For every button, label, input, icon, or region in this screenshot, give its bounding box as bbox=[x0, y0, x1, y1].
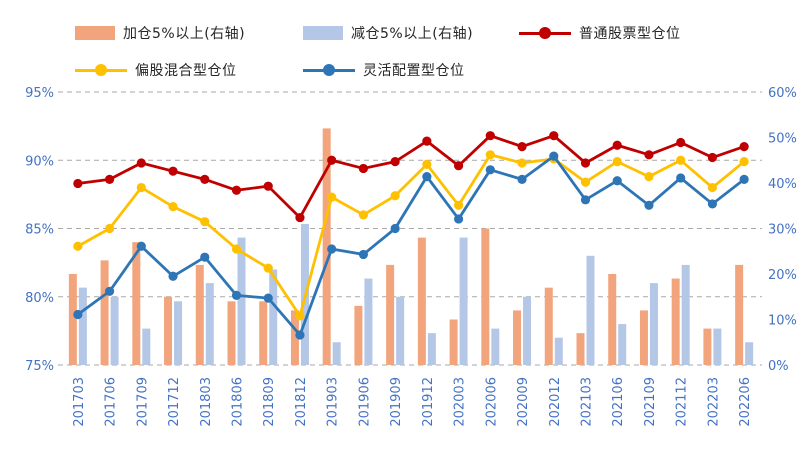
legend-label: 普通股票型仓位 bbox=[579, 26, 681, 42]
svg-text:202206: 202206 bbox=[738, 377, 753, 427]
svg-text:201709: 201709 bbox=[135, 377, 150, 427]
equity-hybrid-line-swatch bbox=[75, 63, 127, 77]
svg-text:201903: 201903 bbox=[326, 377, 341, 427]
svg-text:201912: 201912 bbox=[421, 377, 436, 427]
svg-text:202103: 202103 bbox=[580, 377, 595, 427]
svg-text:201812: 201812 bbox=[294, 377, 309, 427]
svg-text:202106: 202106 bbox=[611, 377, 626, 427]
svg-text:90%: 90% bbox=[25, 154, 54, 169]
legend-item-increase-5pct: 加仓5%以上(右轴) bbox=[75, 25, 246, 42]
svg-text:202109: 202109 bbox=[643, 377, 658, 427]
common-stock-line-swatch bbox=[519, 26, 571, 40]
legend-item-decrease-5pct: 减仓5%以上(右轴) bbox=[303, 25, 474, 42]
svg-text:201806: 201806 bbox=[231, 377, 246, 427]
legend-item-equity-hybrid: 偏股混合型仓位 bbox=[75, 62, 237, 79]
flexible-alloc-line-swatch bbox=[303, 63, 355, 77]
svg-text:201909: 201909 bbox=[389, 377, 404, 427]
svg-text:201706: 201706 bbox=[104, 377, 119, 427]
legend-label: 灵活配置型仓位 bbox=[363, 63, 465, 79]
svg-text:0%: 0% bbox=[768, 359, 789, 374]
svg-text:201803: 201803 bbox=[199, 377, 214, 427]
increase-bar-swatch bbox=[75, 26, 115, 40]
legend-item-common-stock: 普通股票型仓位 bbox=[519, 25, 681, 42]
svg-text:85%: 85% bbox=[25, 223, 54, 238]
svg-text:201809: 201809 bbox=[262, 377, 277, 427]
svg-text:95%: 95% bbox=[25, 86, 54, 101]
svg-text:10%: 10% bbox=[768, 314, 797, 329]
svg-text:75%: 75% bbox=[25, 359, 54, 374]
legend-label: 加仓5%以上(右轴) bbox=[123, 26, 246, 42]
svg-text:201703: 201703 bbox=[72, 377, 87, 427]
legend-item-flexible-alloc: 灵活配置型仓位 bbox=[303, 62, 465, 79]
svg-text:40%: 40% bbox=[768, 177, 797, 192]
svg-text:30%: 30% bbox=[768, 223, 797, 238]
svg-text:202012: 202012 bbox=[548, 377, 563, 427]
svg-text:202112: 202112 bbox=[675, 377, 690, 427]
svg-text:80%: 80% bbox=[25, 291, 54, 306]
svg-text:201712: 201712 bbox=[167, 377, 182, 427]
svg-text:20%: 20% bbox=[768, 268, 797, 283]
decrease-bar-swatch bbox=[303, 26, 343, 40]
svg-text:202006: 202006 bbox=[484, 377, 499, 427]
svg-text:60%: 60% bbox=[768, 86, 797, 101]
legend-label: 减仓5%以上(右轴) bbox=[351, 26, 474, 42]
legend-label: 偏股混合型仓位 bbox=[135, 63, 237, 79]
svg-text:202203: 202203 bbox=[706, 377, 721, 427]
svg-text:202009: 202009 bbox=[516, 377, 531, 427]
svg-text:202003: 202003 bbox=[453, 377, 468, 427]
svg-text:201906: 201906 bbox=[357, 377, 372, 427]
svg-text:50%: 50% bbox=[768, 132, 797, 147]
